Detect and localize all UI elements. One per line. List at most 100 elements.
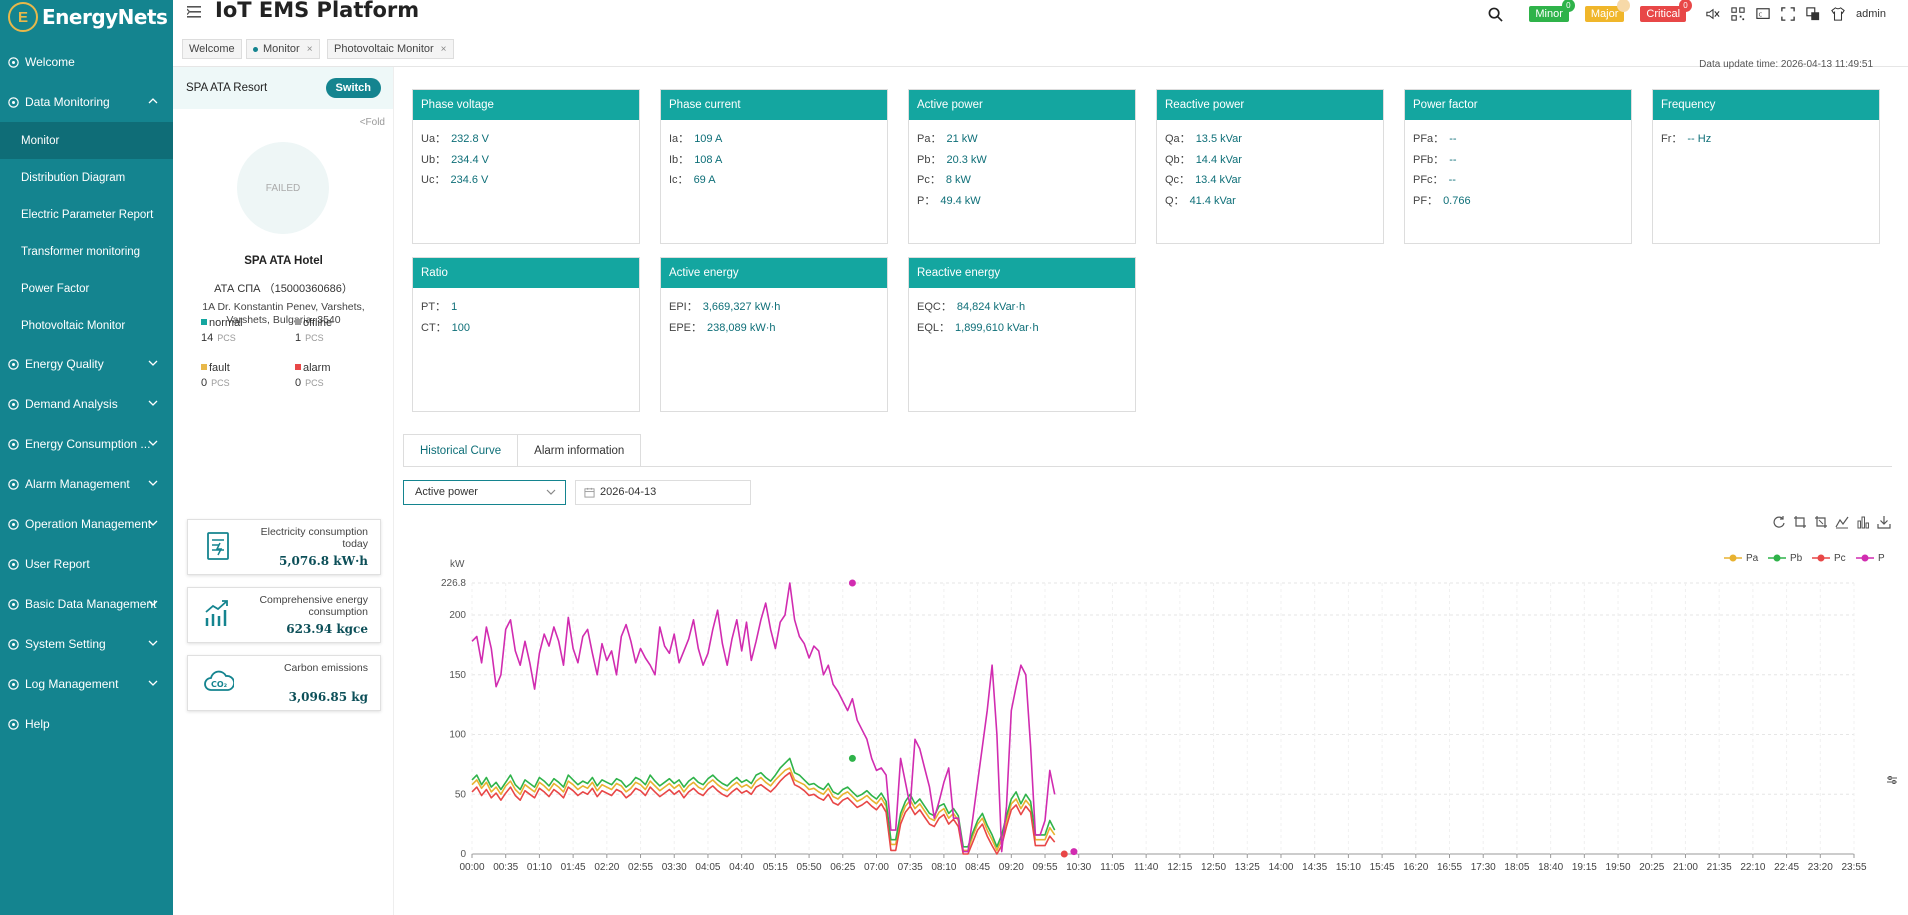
stat-label: normal <box>209 317 243 329</box>
fullscreen-icon[interactable] <box>1781 7 1795 21</box>
stat-unit: PCS <box>305 378 324 388</box>
zoom-icon[interactable] <box>1793 515 1807 529</box>
tab-welcome[interactable]: Welcome <box>182 39 242 59</box>
sidebar-item-label: System Setting <box>25 637 106 651</box>
window-switch-icon[interactable] <box>1806 7 1820 21</box>
download-icon[interactable] <box>1877 515 1891 529</box>
divider <box>173 66 1908 67</box>
logo[interactable]: E EnergyNets <box>0 0 173 34</box>
parameter-key: PFa： <box>1413 133 1445 145</box>
x-tick-label: 09:20 <box>999 862 1024 873</box>
tab-alarm-information[interactable]: Alarm information <box>518 434 642 467</box>
user-name[interactable]: admin <box>1856 8 1886 20</box>
sidebar-subitem[interactable]: Monitor <box>0 122 173 159</box>
sidebar-item[interactable]: User Report <box>0 544 173 584</box>
panel-title: Reactive energy <box>909 258 1135 288</box>
svg-text:CO₂: CO₂ <box>211 680 228 689</box>
close-icon[interactable]: × <box>306 43 313 55</box>
y-tick-label: 0 <box>460 849 466 860</box>
series-line-pb <box>471 757 1056 848</box>
parameter-value: 234.4 V <box>451 153 489 166</box>
sidebar-item[interactable]: Help <box>0 704 173 744</box>
settings-slider-icon[interactable] <box>1887 775 1897 785</box>
sidebar-item[interactable]: Alarm Management <box>0 464 173 504</box>
qr-code-icon[interactable] <box>1731 7 1745 21</box>
sidebar-item[interactable]: Demand Analysis <box>0 384 173 424</box>
page-tabs: Welcome Monitor × Photovoltaic Monitor × <box>173 36 1908 64</box>
operation-management-icon <box>6 517 20 531</box>
sidebar-item[interactable]: Energy Consumption ... <box>0 424 173 464</box>
panel-title: Phase current <box>661 90 887 120</box>
x-tick-label: 21:35 <box>1707 862 1732 873</box>
parameter-key: PF： <box>1413 194 1439 207</box>
sidebar-item[interactable]: Data Monitoring <box>0 82 173 122</box>
sidebar-subitem[interactable]: Power Factor <box>21 282 90 295</box>
sidebar-item[interactable]: Welcome <box>0 42 173 82</box>
parameter-row: Qa： 13.5 kVar <box>1165 129 1383 150</box>
close-icon[interactable]: × <box>440 43 447 55</box>
zoom-reset-icon[interactable] <box>1814 515 1828 529</box>
site-bar: SPA ATA Resort Switch <box>173 67 393 109</box>
stat-label: alarm <box>303 362 331 374</box>
parameter-row: Uc： 234.6 V <box>421 170 639 191</box>
sidebar-item[interactable]: Basic Data Management <box>0 584 173 624</box>
stat-unit: PCS <box>217 333 236 343</box>
date-picker[interactable]: 2026-04-13 <box>575 480 751 505</box>
line-chart-icon[interactable] <box>1835 515 1849 529</box>
sidebar-subitem[interactable]: Transformer monitoring <box>21 245 141 258</box>
parameter-row: Ib： 108 A <box>669 150 887 171</box>
badge-label: Critical <box>1646 8 1681 20</box>
screen-icon[interactable]: C <box>1756 7 1770 21</box>
parameter-row: Pb： 20.3 kW <box>917 150 1135 171</box>
energy-quality-icon <box>6 357 20 371</box>
search-icon[interactable] <box>1488 7 1504 22</box>
mute-icon[interactable] <box>1706 7 1720 21</box>
fold-button[interactable]: <Fold <box>359 117 385 128</box>
chevron-down-icon <box>546 489 556 495</box>
sidebar-item-label: Energy Quality <box>25 357 104 371</box>
summary-card: Electricity consumption today 5,076.8 kW·… <box>187 519 381 575</box>
bar-chart-icon[interactable] <box>1856 515 1870 529</box>
tab-monitor[interactable]: Monitor × <box>246 39 320 59</box>
theme-shirt-icon[interactable] <box>1831 7 1845 21</box>
alarm-badge-critical[interactable]: Critical 0 <box>1640 0 1693 22</box>
parameter-panel: Power factor PFa： -- PFb： -- PFc： -- PF： 0.766 <box>1404 89 1632 244</box>
sidebar-subitem[interactable]: Electric Parameter Report <box>21 208 154 221</box>
parameter-value: 232.8 V <box>451 133 489 145</box>
switch-site-button[interactable]: Switch <box>325 78 381 98</box>
sidebar-item[interactable]: Log Management <box>0 664 173 704</box>
alarm-badge-minor[interactable]: Minor 0 <box>1529 0 1575 22</box>
parameter-value: -- Hz <box>1687 133 1712 145</box>
alarm-badge-major[interactable]: Major <box>1584 0 1631 22</box>
demand-analysis-icon <box>6 397 20 411</box>
panel-title: Active energy <box>661 258 887 288</box>
data-point-marker <box>848 754 856 762</box>
tab-photovoltaic-monitor[interactable]: Photovoltaic Monitor × <box>327 39 454 59</box>
chevron-down-icon <box>148 520 158 526</box>
parameter-key: Pb： <box>917 153 942 166</box>
parameter-select[interactable]: Active power <box>403 480 566 505</box>
menu-toggle-icon[interactable] <box>187 5 203 19</box>
sidebar-item[interactable]: Operation Management <box>0 504 173 544</box>
restore-icon[interactable] <box>1772 515 1786 529</box>
x-tick-label: 13:25 <box>1235 862 1260 873</box>
active-dot <box>253 46 258 52</box>
x-tick-label: 01:45 <box>561 862 586 873</box>
parameter-key: Qa： <box>1165 133 1191 145</box>
sidebar-subitem[interactable]: Distribution Diagram <box>21 171 126 184</box>
sidebar-item-label: Energy Consumption ... <box>25 437 151 451</box>
parameter-panel: Frequency Fr： -- Hz <box>1652 89 1880 244</box>
legend-label: Pb <box>1790 553 1803 564</box>
co2-cloud-icon: CO₂ <box>204 670 234 691</box>
parameter-row: Qc： 13.4 kVar <box>1165 170 1383 191</box>
summary-card: Comprehensive energy consumption 623.94 k… <box>187 587 381 643</box>
sidebar-subitem[interactable]: Photovoltaic Monitor <box>21 319 126 332</box>
sidebar-item[interactable]: Energy Quality <box>0 344 173 384</box>
summary-card: CO₂ Carbon emissions 3,096.85 kg <box>187 655 381 711</box>
sidebar-item[interactable]: System Setting <box>0 624 173 664</box>
hotel-id: АТА СПА （15000360686） <box>214 283 353 295</box>
legend-swatch-dot <box>1729 554 1737 562</box>
parameter-key: Fr： <box>1661 133 1683 145</box>
parameter-key: EQL： <box>917 321 951 334</box>
device-stat-normal: normal 14 PCS <box>201 317 243 344</box>
